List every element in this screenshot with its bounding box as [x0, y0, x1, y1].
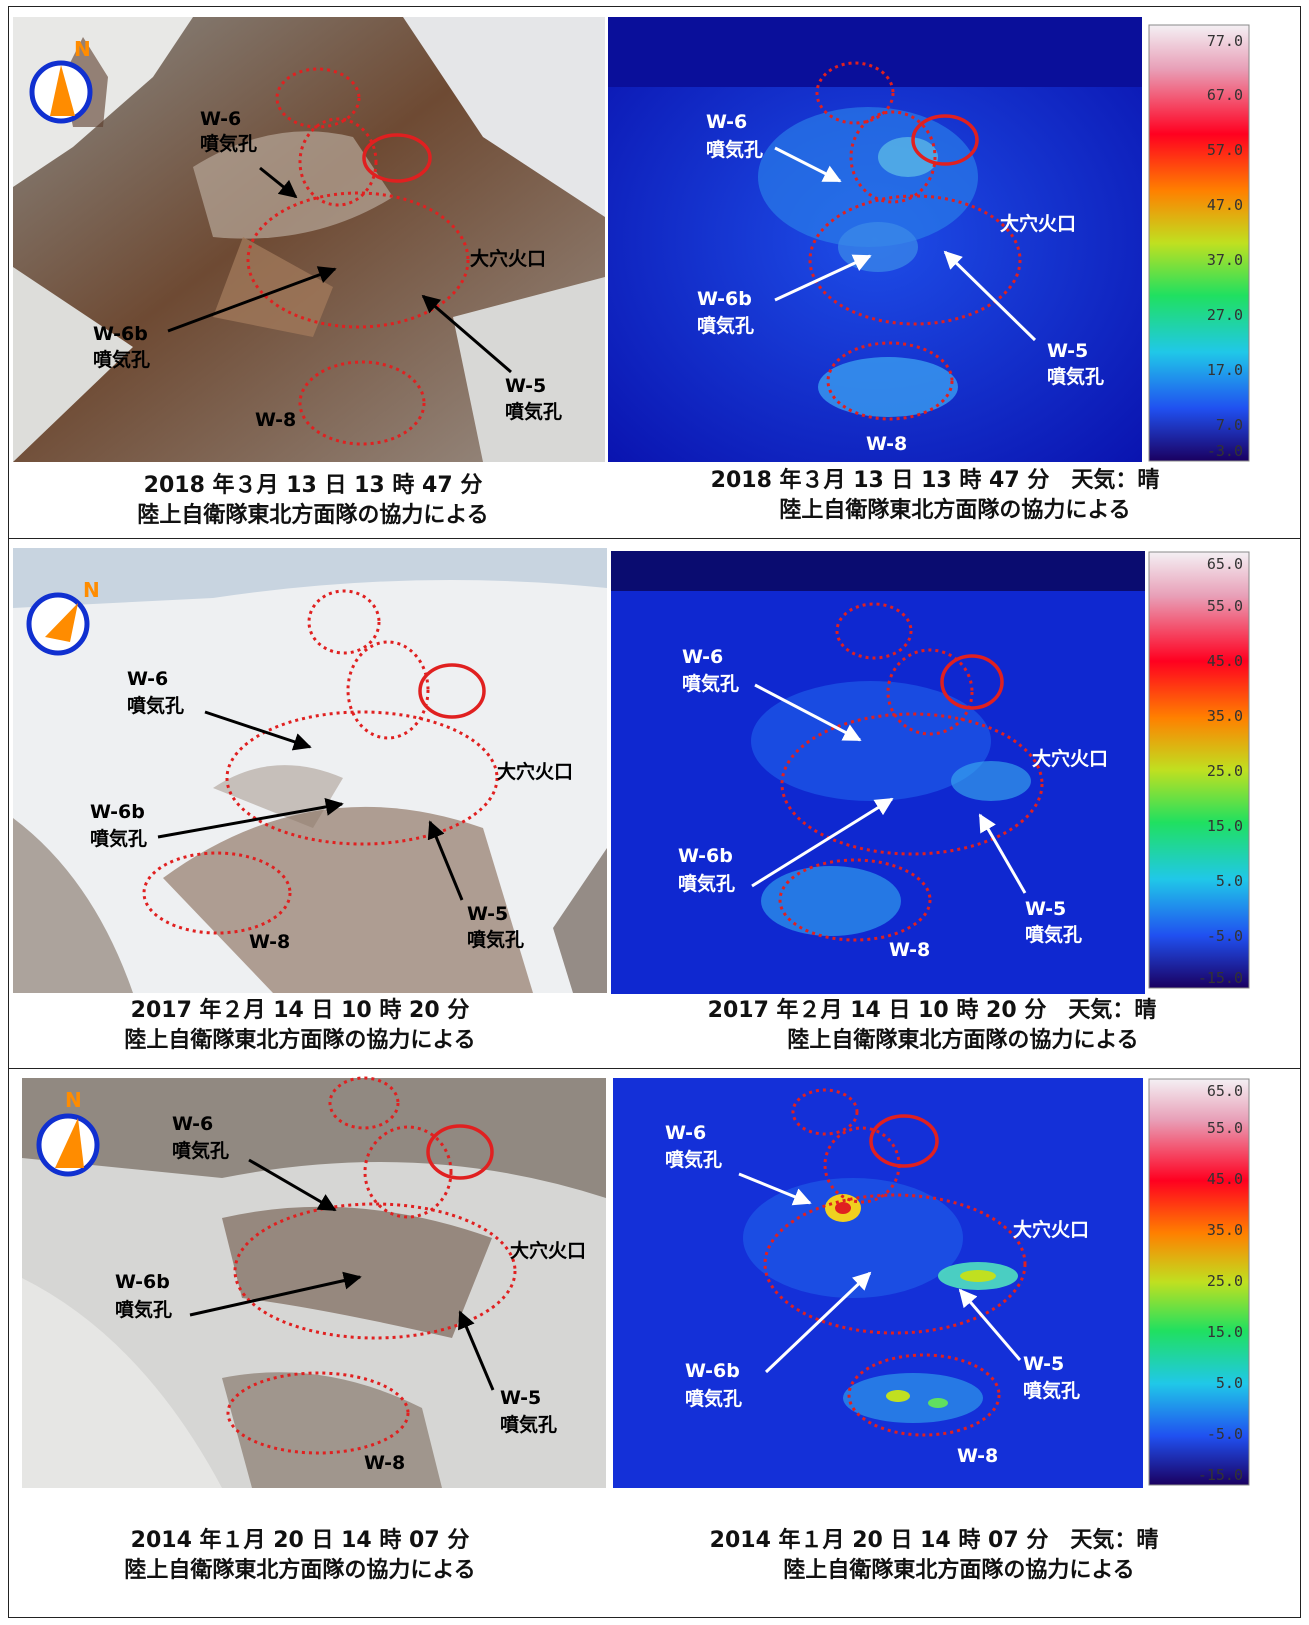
scale-tick: 45.0 — [1207, 1170, 1243, 1188]
caption-date: 2018 年３月 13 日 13 時 47 分 天気：晴 — [710, 468, 1160, 493]
caption-credit: 陸上自衛隊東北方面隊の協力による — [787, 1028, 1139, 1053]
photo-2014 — [22, 1078, 606, 1488]
scale-tick: 77.0 — [1207, 32, 1243, 50]
scale-tick: 55.0 — [1207, 597, 1243, 615]
photo-caption: 2014 年１月 20 日 14 時 07 分 陸上自衛隊東北方面隊の協力による — [0, 1526, 600, 1586]
scale-tick: 55.0 — [1207, 1119, 1243, 1137]
thermal-caption: 2018 年３月 13 日 13 時 47 分 天気：晴 陸上自衛隊東北方面隊の… — [615, 466, 1255, 526]
scale-tick: -5.0 — [1207, 1425, 1243, 1443]
scale-tick: 5.0 — [1216, 1374, 1243, 1392]
photo-2017 — [13, 548, 607, 993]
caption-credit: 陸上自衛隊東北方面隊の協力による — [124, 1028, 476, 1053]
scale-tick: 65.0 — [1207, 1082, 1243, 1100]
scale-tick: 25.0 — [1207, 1272, 1243, 1290]
temp-scale-2017: 65.0 55.0 45.0 35.0 25.0 15.0 5.0 -5.0 -… — [1148, 551, 1251, 991]
scale-tick: 5.0 — [1216, 872, 1243, 890]
scale-tick: 27.0 — [1207, 306, 1243, 324]
scale-tick: 15.0 — [1207, 817, 1243, 835]
caption-credit: 陸上自衛隊東北方面隊の協力による — [124, 1558, 476, 1583]
scale-tick: -5.0 — [1207, 927, 1243, 945]
scale-ticks: 65.0 55.0 45.0 35.0 25.0 15.0 5.0 -5.0 -… — [1198, 555, 1243, 987]
scale-tick: 7.0 — [1216, 416, 1243, 434]
scale-tick: 57.0 — [1207, 141, 1243, 159]
photo-caption: 2017 年２月 14 日 10 時 20 分 陸上自衛隊東北方面隊の協力による — [0, 996, 600, 1056]
scale-tick: 35.0 — [1207, 1221, 1243, 1239]
scale-tick: 47.0 — [1207, 196, 1243, 214]
figure-frame — [8, 6, 1301, 1618]
caption-date: 2017 年２月 14 日 10 時 20 分 天気：晴 — [707, 998, 1157, 1023]
scale-tick: 25.0 — [1207, 762, 1243, 780]
thermal-caption: 2017 年２月 14 日 10 時 20 分 天気：晴 陸上自衛隊東北方面隊の… — [612, 996, 1252, 1056]
scale-tick: 67.0 — [1207, 86, 1243, 104]
caption-credit: 陸上自衛隊東北方面隊の協力による — [779, 498, 1131, 523]
row-divider — [8, 1068, 1301, 1069]
caption-credit: 陸上自衛隊東北方面隊の協力による — [783, 1558, 1135, 1583]
scale-tick: 65.0 — [1207, 555, 1243, 573]
photo-caption: 2018 年３月 13 日 13 時 47 分 陸上自衛隊東北方面隊の協力による — [13, 471, 613, 531]
caption-credit: 陸上自衛隊東北方面隊の協力による — [137, 503, 489, 528]
scale-ticks: 65.0 55.0 45.0 35.0 25.0 15.0 5.0 -5.0 -… — [1198, 1082, 1243, 1484]
scale-tick: 45.0 — [1207, 652, 1243, 670]
scale-tick: -3.0 — [1207, 442, 1243, 460]
caption-date: 2014 年１月 20 日 14 時 07 分 — [130, 1528, 470, 1553]
scale-tick: 15.0 — [1207, 1323, 1243, 1341]
temp-scale-2018: 77.0 67.0 57.0 47.0 37.0 27.0 17.0 7.0 -… — [1148, 24, 1251, 464]
thermal-2018 — [608, 17, 1142, 462]
scale-tick: -15.0 — [1198, 969, 1243, 987]
thermal-2017 — [611, 551, 1145, 994]
scale-tick: -15.0 — [1198, 1466, 1243, 1484]
caption-date: 2018 年３月 13 日 13 時 47 分 — [143, 473, 483, 498]
caption-date: 2014 年１月 20 日 14 時 07 分 天気：晴 — [709, 1528, 1159, 1553]
scale-tick: 35.0 — [1207, 707, 1243, 725]
temp-scale-2014: 65.0 55.0 45.0 35.0 25.0 15.0 5.0 -5.0 -… — [1148, 1078, 1251, 1488]
thermal-2014 — [613, 1078, 1143, 1488]
scale-ticks: 77.0 67.0 57.0 47.0 37.0 27.0 17.0 7.0 -… — [1207, 32, 1243, 460]
thermal-caption: 2014 年１月 20 日 14 時 07 分 天気：晴 陸上自衛隊東北方面隊の… — [614, 1526, 1254, 1586]
caption-date: 2017 年２月 14 日 10 時 20 分 — [130, 998, 470, 1023]
scale-tick: 17.0 — [1207, 361, 1243, 379]
scale-tick: 37.0 — [1207, 251, 1243, 269]
photo-2018 — [13, 17, 605, 462]
row-divider — [8, 538, 1301, 539]
